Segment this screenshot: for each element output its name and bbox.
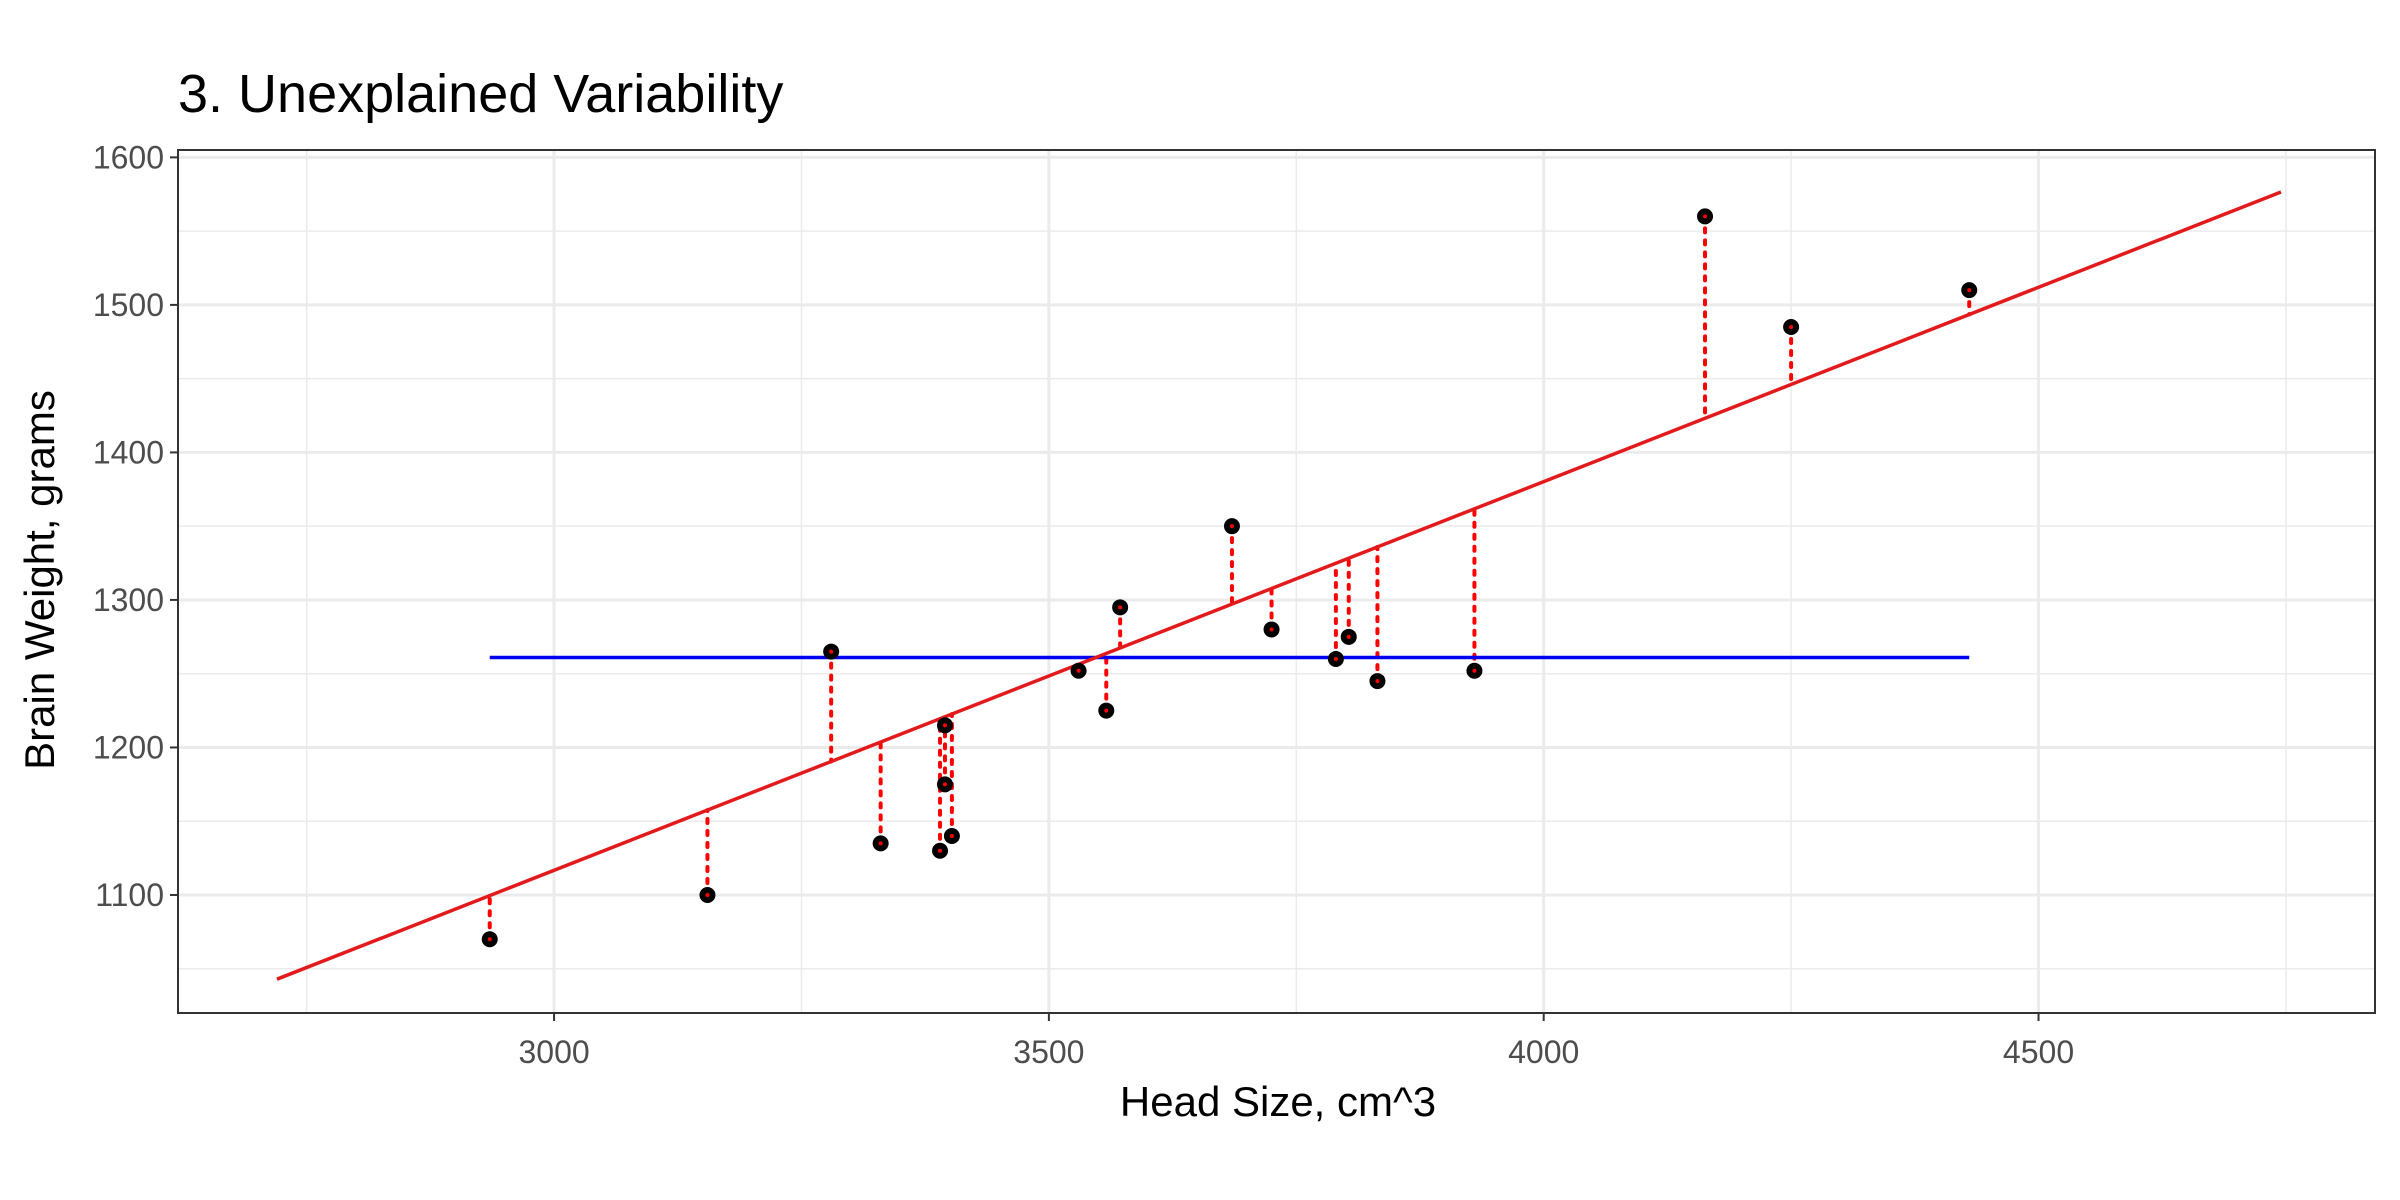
data-point-center — [1789, 325, 1794, 330]
grid — [178, 150, 2375, 1013]
data-point-center — [1967, 288, 1972, 293]
data-point-center — [487, 937, 492, 942]
y-axis-title: Brain Weight, grams — [16, 390, 63, 770]
residual-lines — [487, 214, 1972, 942]
data-point-center — [878, 841, 883, 846]
data-point-center — [1703, 214, 1708, 219]
data-point-center — [1472, 668, 1477, 673]
x-axis-title: Head Size, cm^3 — [1120, 1078, 1436, 1125]
data-point-center — [942, 782, 947, 787]
data-points — [481, 208, 1978, 948]
data-point-center — [942, 723, 947, 728]
x-tick-label: 3500 — [1013, 1034, 1084, 1070]
y-tick-label: 1300 — [93, 582, 164, 618]
axis-ticks: 3000 3500 4000 4500 1100 1200 1300 1400 1500 1600 — [93, 139, 2074, 1070]
data-point-center — [938, 848, 943, 853]
data-point-center — [949, 833, 954, 838]
data-point-center — [705, 892, 710, 897]
y-tick-label: 1500 — [93, 287, 164, 323]
data-point-center — [1375, 679, 1380, 684]
x-tick-label: 3000 — [518, 1034, 589, 1070]
data-point-center — [1104, 708, 1109, 713]
data-point-center — [1269, 627, 1274, 632]
regression-line — [276, 190, 2282, 981]
y-tick-label: 1600 — [93, 139, 164, 175]
data-point-center — [829, 649, 834, 654]
data-point-center — [1346, 634, 1351, 639]
panel-border — [177, 149, 2376, 1014]
x-tick-label: 4000 — [1508, 1034, 1579, 1070]
data-point-center — [1333, 656, 1338, 661]
data-point-center — [1076, 668, 1081, 673]
data-point-center — [1229, 524, 1234, 529]
y-tick-label: 1400 — [93, 434, 164, 470]
data-point-center — [1118, 605, 1123, 610]
y-tick-label: 1200 — [93, 729, 164, 765]
y-tick-label: 1100 — [95, 877, 164, 913]
x-tick-label: 4500 — [2003, 1034, 2074, 1070]
chart-title: 3. Unexplained Variability — [178, 64, 783, 124]
